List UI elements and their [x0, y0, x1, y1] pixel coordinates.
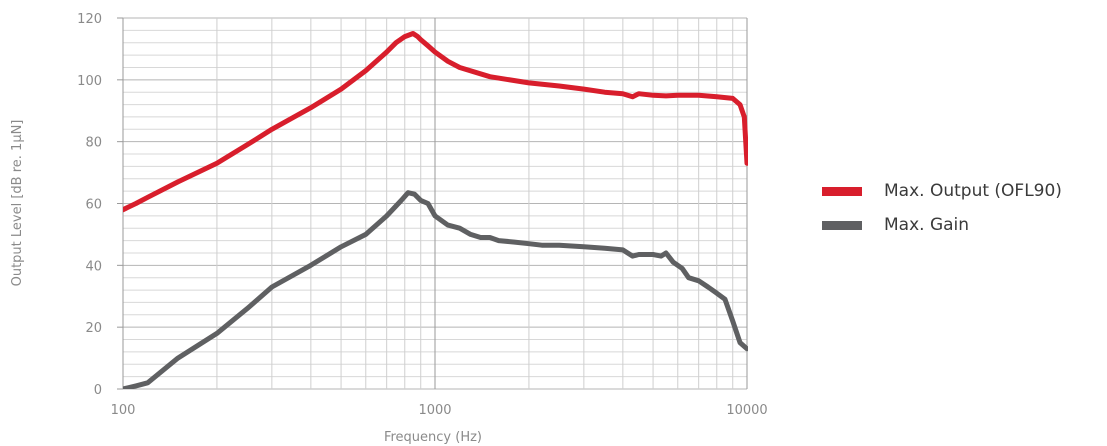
legend-item-max-gain: Max. Gain	[822, 212, 1062, 238]
x-tick-label-100: 100	[111, 403, 136, 418]
x-tick-label-10000: 10000	[726, 403, 767, 418]
legend-item-max-output: Max. Output (OFL90)	[822, 178, 1062, 204]
series-lines	[123, 31, 748, 389]
legend: Max. Output (OFL90) Max. Gain	[822, 178, 1062, 246]
x-tick-label-1000: 1000	[418, 403, 451, 418]
series-line-max-gain	[123, 190, 748, 389]
y-tick-label-120: 120	[77, 12, 102, 27]
y-tick-label-100: 100	[77, 74, 102, 89]
y-tick-label-40: 40	[85, 259, 102, 274]
legend-swatch-max-output	[822, 186, 862, 196]
y-axis-label: Output Level [dB re. 1µN]	[10, 120, 25, 287]
series-line-max-output	[123, 31, 748, 213]
x-axis-label: Frequency (Hz)	[384, 430, 482, 445]
legend-label-max-gain: Max. Gain	[884, 215, 970, 235]
y-tick-label-60: 60	[85, 198, 102, 213]
legend-label-max-output: Max. Output (OFL90)	[884, 181, 1062, 201]
legend-swatch-max-gain	[822, 220, 862, 230]
grid	[117, 17, 748, 390]
y-tick-label-0: 0	[94, 383, 102, 398]
tick-labels: 100 1000 10000 0 20 40 60 80 100 120	[77, 12, 768, 418]
y-tick-label-80: 80	[85, 136, 102, 151]
y-tick-label-20: 20	[85, 321, 102, 336]
